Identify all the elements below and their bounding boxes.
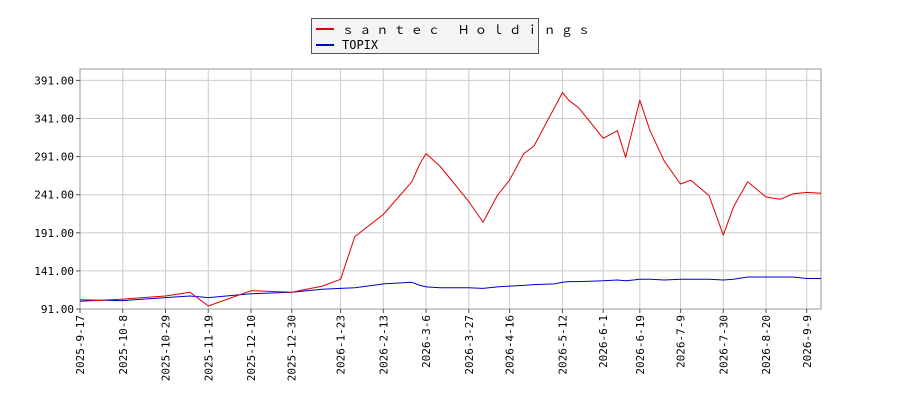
x-tick-label: 2025-12-30: [286, 315, 299, 381]
y-tick-label: 91.00: [41, 303, 74, 316]
y-tick-label: 191.00: [34, 227, 74, 240]
x-tick-label: 2026-9-9: [801, 315, 814, 368]
x-tick-label: 2026-3-27: [463, 315, 476, 375]
x-tick-label: 2026-6-19: [634, 315, 647, 375]
x-tick-label: 2026-1-23: [335, 315, 348, 375]
y-tick-label: 341.00: [34, 113, 74, 126]
legend-swatch-santec: [316, 28, 334, 30]
x-tick-label: 2025-10-29: [160, 315, 173, 381]
x-axis: 2025-9-17 2025-10-8 2025-10-29 2025-11-19 20…: [74, 309, 814, 381]
legend-item-santec: ｓａｎｔｅｃ Ｈｏｌｄｉｎｇｓ: [316, 21, 595, 37]
x-tick-label: 2026-2-13: [377, 315, 390, 375]
x-tick-label: 2026-5-12: [556, 315, 569, 375]
x-tick-label: 2026-4-16: [504, 315, 517, 375]
y-tick-label: 391.00: [34, 74, 74, 87]
series-line-topix: [79, 276, 821, 302]
y-tick-label: 241.00: [34, 189, 74, 202]
x-tick-label: 2026-7-9: [675, 315, 688, 368]
series-layer: [79, 92, 822, 307]
legend-label-santec: ｓａｎｔｅｃ Ｈｏｌｄｉｎｇｓ: [342, 22, 596, 37]
legend-item-topix: TOPIX: [316, 37, 378, 53]
x-tick-label: 2025-12-10: [245, 315, 258, 381]
plot-area: [79, 68, 822, 310]
y-tick-label: 141.00: [34, 265, 74, 278]
x-tick-label: 2025-11-19: [202, 315, 215, 381]
legend-swatch-topix: [316, 44, 334, 46]
series-line-santec: [79, 92, 822, 307]
y-tick-label: 291.00: [34, 151, 74, 164]
x-tick-label: 2026-8-20: [760, 315, 773, 375]
legend-label-topix: TOPIX: [342, 38, 379, 52]
x-tick-label: 2025-9-17: [74, 315, 87, 375]
legend: ｓａｎｔｅｃ Ｈｏｌｄｉｎｇｓ TOPIX: [311, 18, 590, 54]
x-tick-label: 2025-10-8: [117, 315, 130, 375]
x-tick-label: 2026-6-1: [597, 315, 610, 368]
x-tick-label: 2026-3-6: [420, 315, 433, 368]
x-tick-label: 2026-7-30: [717, 315, 730, 375]
y-axis: 91.00 141.00 191.00 241.00 291.00 341.00 391.0…: [34, 74, 80, 316]
grid-lines: [79, 69, 821, 310]
